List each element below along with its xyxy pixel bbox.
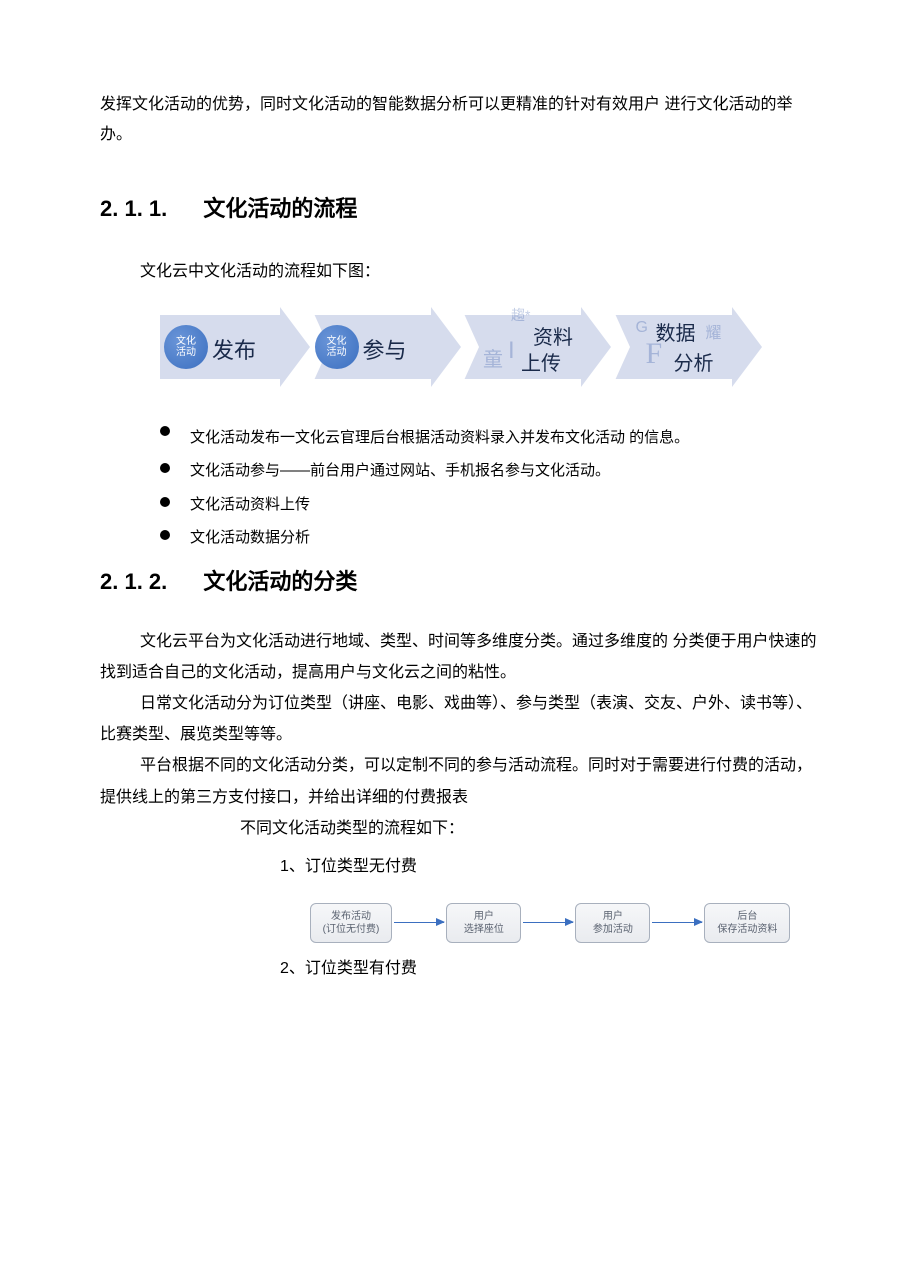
- box-flow-diagram: 发布活动 (订位无付费) 用户 选择座位 用户 参加活动 后台 保存活动资料: [280, 903, 820, 943]
- flow-step-publish: 文化活动 发布: [160, 307, 309, 387]
- list-item-text: 文化活动发布一文化云官理后台根据活动资料录入并发布文化活动 的信息。: [190, 429, 689, 446]
- ghost-text: 童: [483, 343, 503, 372]
- section2-body: 文化云平台为文化活动进行地域、类型、时间等多维度分类。通过多维度的 分类便于用户…: [100, 626, 820, 985]
- badge-icon: 文化活动: [315, 325, 359, 369]
- paragraph: 平台根据不同的文化活动分类，可以定制不同的参与活动流程。同时对于需要进行付费的活…: [100, 750, 820, 812]
- badge-icon: 文化活动: [164, 325, 208, 369]
- list-item: 文化活动参与——前台用户通过网站、手机报名参与文化活动。: [160, 455, 820, 487]
- heading-number: 2. 1. 1.: [100, 196, 167, 222]
- flow-step-lower: 分析: [674, 347, 714, 376]
- ghost-text: 趨*: [511, 305, 530, 325]
- flow-box-line2: 保存活动资料: [717, 923, 777, 936]
- item-label: 订位类型有付费: [305, 960, 417, 977]
- arrow-icon: [523, 922, 573, 923]
- flow-step-lower: 上传: [521, 347, 561, 376]
- flow-box: 后台 保存活动资料: [704, 903, 790, 943]
- flow-step-upper: 资料: [533, 321, 573, 350]
- numbered-item-1: 1、订位类型无付费: [280, 851, 820, 883]
- heading-number: 2. 1. 2.: [100, 569, 167, 595]
- bullet-icon: [160, 497, 170, 507]
- heading-title: 文化活动的分类: [203, 569, 357, 594]
- item-number: 1、: [280, 858, 305, 875]
- paragraph: 文化云平台为文化活动进行地域、类型、时间等多维度分类。通过多维度的 分类便于用户…: [100, 626, 820, 688]
- flow-box-line2: (订位无付费): [323, 923, 380, 936]
- flow-box-line2: 参加活动: [588, 923, 637, 936]
- ghost-text: G: [636, 319, 648, 337]
- flow-step-upload: 趨* 资料 童 I 上传: [461, 307, 610, 387]
- flow-step-label: 发布: [212, 333, 256, 365]
- list-item-text: 文化活动数据分析: [190, 529, 310, 546]
- bullet-list: 文化活动发布一文化云官理后台根据活动资料录入并发布文化活动 的信息。 文化活动参…: [160, 422, 820, 554]
- bullet-icon: [160, 426, 170, 436]
- flow-step-participate: 文化活动 参与: [311, 307, 460, 387]
- process-flow-diagram: 文化活动 发布 文化活动 参与 趨* 资料 童 I 上传 G 数据 耀 F 分析: [160, 307, 760, 387]
- flow-box-line1: 用户: [459, 910, 508, 923]
- flow-box-line1: 用户: [588, 910, 637, 923]
- bullet-icon: [160, 463, 170, 473]
- arrow-icon: [652, 922, 702, 923]
- flow-types-label: 不同文化活动类型的流程如下：: [240, 813, 820, 845]
- item-label: 订位类型无付费: [305, 858, 417, 875]
- ghost-text: F: [646, 337, 663, 371]
- list-item-text: 文化活动资料上传: [190, 496, 310, 513]
- arrow-icon: [394, 922, 444, 923]
- heading-title: 文化活动的流程: [203, 196, 357, 221]
- ghost-text: 耀: [706, 319, 722, 343]
- intro-paragraph: 发挥文化活动的优势，同时文化活动的智能数据分析可以更精准的针对有效用户 进行文化…: [100, 90, 820, 151]
- flow-box-line2: 选择座位: [459, 923, 508, 936]
- heading-2-1-2: 2. 1. 2. 文化活动的分类: [100, 564, 820, 596]
- numbered-item-2: 2、订位类型有付费: [280, 953, 820, 985]
- flow-step-analyze: G 数据 耀 F 分析: [612, 307, 761, 387]
- flow-box-line1: 后台: [717, 910, 777, 923]
- flow-box: 发布活动 (订位无付费): [310, 903, 393, 943]
- list-item: 文化活动发布一文化云官理后台根据活动资料录入并发布文化活动 的信息。: [160, 422, 820, 454]
- item-number: 2、: [280, 960, 305, 977]
- list-item-text: 文化活动参与——前台用户通过网站、手机报名参与文化活动。: [190, 462, 610, 479]
- paragraph: 日常文化活动分为订位类型（讲座、电影、戏曲等）、参与类型（表演、交友、户外、读书…: [100, 688, 820, 750]
- bullet-icon: [160, 530, 170, 540]
- list-item: 文化活动数据分析: [160, 522, 820, 554]
- heading-2-1-1: 2. 1. 1. 文化活动的流程: [100, 191, 820, 223]
- flow-box-line1: 发布活动: [323, 910, 380, 923]
- list-item: 文化活动资料上传: [160, 489, 820, 521]
- flow-box: 用户 参加活动: [575, 903, 650, 943]
- section1-lead: 文化云中文化活动的流程如下图：: [140, 258, 820, 287]
- flow-box: 用户 选择座位: [446, 903, 521, 943]
- flow-step-label: 参与: [363, 333, 407, 365]
- ghost-text: I: [508, 337, 515, 365]
